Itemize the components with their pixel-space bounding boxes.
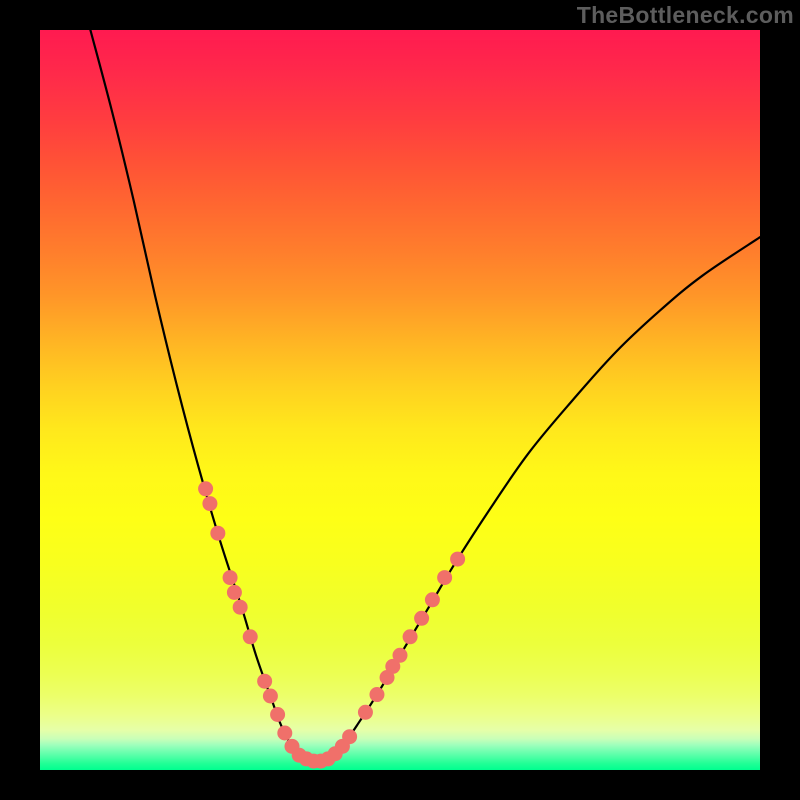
marker-dot [227,585,242,600]
marker-dot [202,496,217,511]
marker-dot [243,629,258,644]
marker-dot [210,526,225,541]
marker-dot [393,648,408,663]
marker-dot [403,629,418,644]
watermark-text: TheBottleneck.com [577,2,794,29]
plot-svg [40,30,760,770]
marker-dot [233,600,248,615]
marker-dot [342,729,357,744]
figure-root: TheBottleneck.com [0,0,800,800]
marker-dot [414,611,429,626]
marker-dot [425,592,440,607]
marker-dot [270,707,285,722]
marker-dot [263,689,278,704]
marker-dot [358,705,373,720]
marker-dot [257,674,272,689]
marker-dot [437,570,452,585]
plot-area [40,30,760,770]
marker-dot [369,687,384,702]
marker-dot [450,552,465,567]
marker-dot [277,726,292,741]
marker-dot [223,570,238,585]
marker-dot [198,481,213,496]
